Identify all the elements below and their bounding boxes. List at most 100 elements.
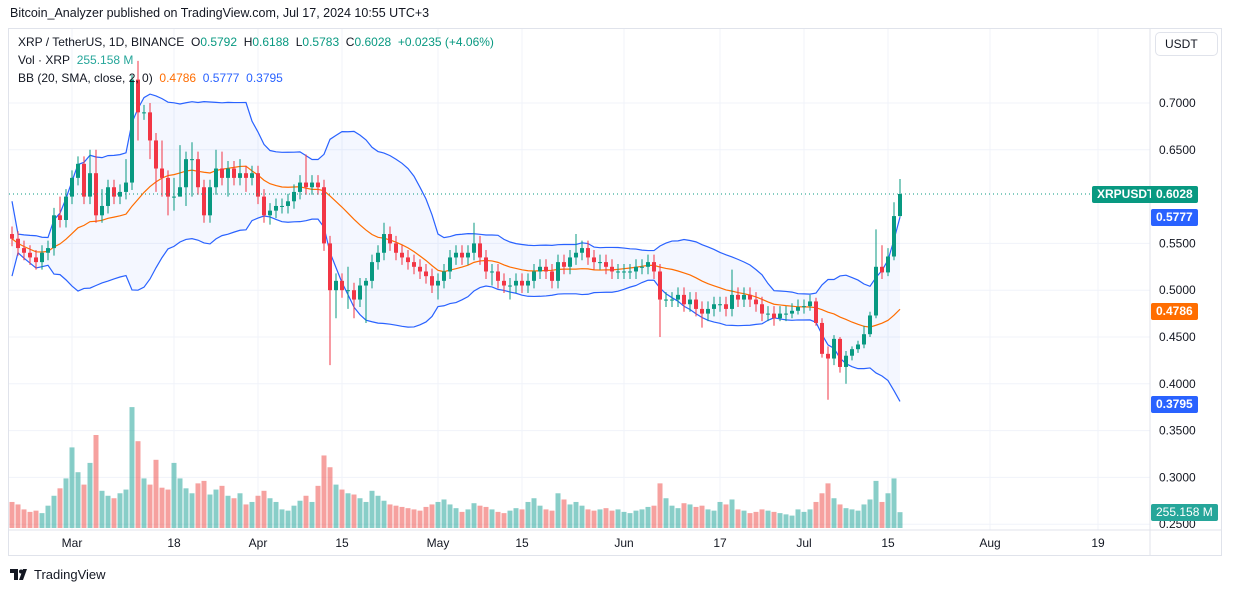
bb-lower-value: 0.3795 [246,71,283,85]
volume-bar [321,455,327,528]
volume-bar [327,467,333,528]
volume-bar [831,498,837,528]
candle-body [604,262,608,267]
candle-body [628,271,632,273]
candle-body [400,252,404,258]
volume-bar [621,511,627,528]
candle [832,335,836,366]
volume-bar [423,506,429,528]
tradingview-logo[interactable]: TradingView [10,567,106,582]
symbol-title[interactable]: XRP / TetherUS, 1D, BINANCE [18,35,185,49]
candle [10,226,14,247]
bb-basis-tag: 0.4786 [1151,303,1198,320]
candle-body [442,271,446,281]
volume-bar [387,504,393,528]
volume-bar [435,501,441,528]
candle-body [622,271,626,273]
candle [592,249,596,270]
volume-bar [231,498,237,528]
candle-body [34,257,38,263]
candle [814,297,818,326]
candle-body [616,271,620,273]
candle [646,254,650,275]
candle [412,254,416,275]
candle [544,259,548,279]
candle [796,299,800,315]
price-tick-label: 0.5000 [1159,283,1196,297]
candle-body [730,294,734,309]
candle [448,249,452,279]
candle-body [322,187,326,244]
candle-body [760,304,764,314]
candle-body [784,313,788,315]
volume-bar [405,508,411,528]
volume-value: 255.158 M [76,53,134,67]
volume-bar [99,490,105,528]
chart-frame[interactable] [8,28,1222,556]
price-tick-label: 0.3000 [1159,470,1196,484]
candle-body [178,187,182,197]
candle-body [838,338,842,367]
candle-body [580,248,584,253]
candle [316,175,320,195]
volume-bar [297,500,303,528]
candle [262,189,266,223]
bb-legend[interactable]: BB (20, SMA, close, 2, 0) 0.4786 0.5777 … [18,71,283,85]
candle-body [64,196,68,220]
candle [658,263,662,337]
volume-bar [21,509,27,528]
volume-bar [207,494,213,528]
currency-unit-button[interactable]: USDT [1155,32,1218,56]
candle-body [10,234,14,239]
candle [562,254,566,275]
candle-body [418,266,422,272]
volume-bar [39,513,45,528]
volume-bar [669,505,675,528]
volume-bar [555,493,561,528]
volume-bar [171,462,177,528]
candle-body [388,234,392,244]
candle-body [160,168,164,178]
volume-bar [243,504,249,528]
candle-body [448,257,452,272]
volume-bar [543,509,549,528]
candle [472,222,476,261]
candle [700,301,704,328]
candle-body [472,243,476,253]
candle [196,151,200,195]
candle [214,149,218,195]
candle-body [490,271,494,273]
time-tick-label: Jun [614,536,633,550]
candle-body [814,301,818,323]
candle [208,179,212,223]
candle-body [430,276,434,286]
candle [466,245,470,265]
candle-body [808,301,812,307]
candle [496,263,500,289]
volume-bar [801,511,807,528]
candle-body [292,191,296,202]
volume-legend[interactable]: Vol · XRP 255.158 M [18,53,133,67]
candle [622,263,626,279]
volume-bar [81,484,87,528]
candle-body [544,266,548,272]
volume-bar [489,509,495,528]
candle [40,245,44,270]
candle [520,273,524,294]
candle-body [268,210,272,216]
candle [346,266,350,309]
candle-body [820,322,824,354]
time-tick-label: 19 [1091,536,1105,550]
volume-bar [45,505,51,528]
volume-bar [363,501,369,528]
volume-bar [381,500,387,528]
volume-bar [897,512,903,528]
candle-body [508,285,512,287]
volume-bar [27,511,33,528]
candle [790,303,794,319]
volume-bar [735,509,741,528]
candle [862,325,866,349]
candle [574,234,578,265]
candle [388,226,392,251]
